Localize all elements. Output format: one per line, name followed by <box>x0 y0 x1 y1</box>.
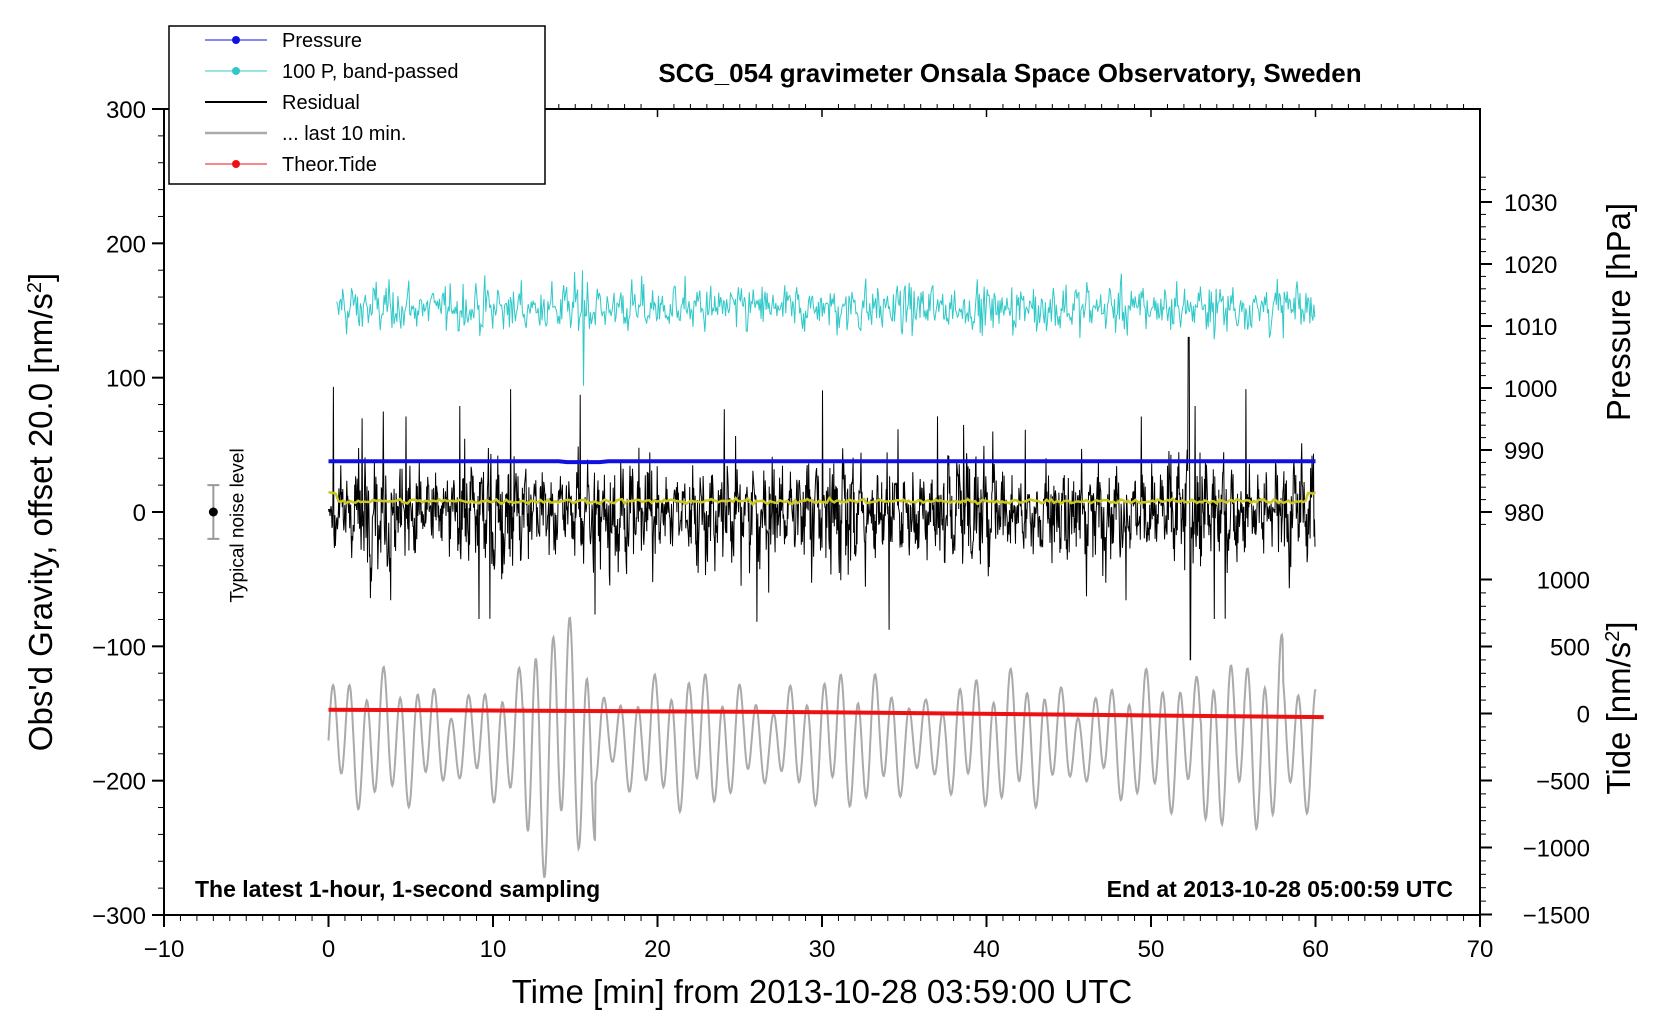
x-tick-label: 40 <box>973 936 1000 963</box>
x-axis-label: Time [min] from 2013-10-28 03:59:00 UTC <box>512 973 1133 1010</box>
pressure-tick-label: 980 <box>1504 500 1544 527</box>
y-axis-label-tide-sup: 2 <box>1602 631 1624 642</box>
noise-bar-point <box>208 507 218 517</box>
y-axis-label-tide-end: ] <box>1600 621 1637 630</box>
tide-tick-label: −500 <box>1536 769 1590 796</box>
legend-label: Residual <box>282 92 360 114</box>
y-axis-label-gravity-main: Obs'd Gravity, offset 20.0 [nm/s <box>22 293 59 751</box>
legend-label: Theor.Tide <box>282 154 377 176</box>
y-axis-label-tide-main: Tide [nm/s <box>1600 642 1637 795</box>
pressure-tick-label: 990 <box>1504 438 1544 465</box>
x-tick-label: 50 <box>1138 936 1165 963</box>
y-tick-label: −100 <box>92 634 146 661</box>
y-axis-label-gravity-end: ] <box>22 273 59 282</box>
series-residual-line <box>328 336 1316 661</box>
chart-title: SCG_054 gravimeter Onsala Space Observat… <box>658 58 1361 88</box>
pressure-tick-label: 1000 <box>1504 376 1557 403</box>
series-last10min-line <box>327 616 1317 878</box>
legend-swatch-marker <box>232 36 240 44</box>
series-tide-line <box>328 707 1324 720</box>
legend-label: 100 P, band-passed <box>282 61 458 83</box>
y-tick-label: 100 <box>106 366 146 393</box>
axis-layer: −10 0 10 20 30 40 50 60 703002001000−100−200−300… <box>92 97 1590 963</box>
y-tick-label: 300 <box>106 97 146 124</box>
y-axis-label-tide: Tide [nm/s2] <box>1600 621 1637 794</box>
pressure-tick-label: 1010 <box>1504 314 1557 341</box>
series-layer <box>327 270 1324 878</box>
y-tick-label: −300 <box>92 903 146 930</box>
series-bandpassed-line <box>336 270 1316 386</box>
pressure-tick-label: 1020 <box>1504 252 1557 279</box>
annotation-latest-hour: The latest 1-hour, 1-second sampling <box>195 876 600 902</box>
tide-tick-label: 1000 <box>1537 568 1590 595</box>
legend-swatch-marker <box>232 67 240 75</box>
tide-tick-label: 500 <box>1550 635 1590 662</box>
legend-swatch-marker <box>232 160 240 168</box>
x-tick-label: 60 <box>1302 936 1329 963</box>
tide-tick-label: −1000 <box>1523 836 1590 863</box>
x-tick-label: −10 <box>144 936 185 963</box>
annotation-end-time: End at 2013-10-28 05:00:59 UTC <box>1107 876 1453 902</box>
legend-label: ... last 10 min. <box>282 123 407 145</box>
x-tick-label: 30 <box>809 936 836 963</box>
x-tick-label: 10 <box>480 936 507 963</box>
x-tick-label: 0 <box>322 936 335 963</box>
y-axis-label-pressure: Pressure [hPa] <box>1600 203 1637 421</box>
x-tick-label: 20 <box>644 936 671 963</box>
legend-box <box>168 25 546 185</box>
y-tick-label: −200 <box>92 769 146 796</box>
noise-level-label: Typical noise level <box>227 448 248 602</box>
series-smoothed-line <box>328 490 1317 507</box>
y-axis-label-gravity-sup: 2 <box>24 282 46 293</box>
noise-level-indicator <box>207 484 220 540</box>
y-axis-label-gravity: Obs'd Gravity, offset 20.0 [nm/s2] <box>22 273 59 751</box>
tide-tick-label: 0 <box>1577 702 1590 729</box>
series-pressure-line <box>328 459 1316 465</box>
legend: Pressure 100 P, band-passed Residual ... la… <box>168 25 546 185</box>
y-tick-label: 200 <box>106 231 146 258</box>
legend-label: Pressure <box>282 30 362 52</box>
x-tick-label: 70 <box>1467 936 1494 963</box>
y-tick-label: 0 <box>133 500 146 527</box>
tide-tick-label: −1500 <box>1523 903 1590 930</box>
pressure-tick-label: 1030 <box>1504 190 1557 217</box>
